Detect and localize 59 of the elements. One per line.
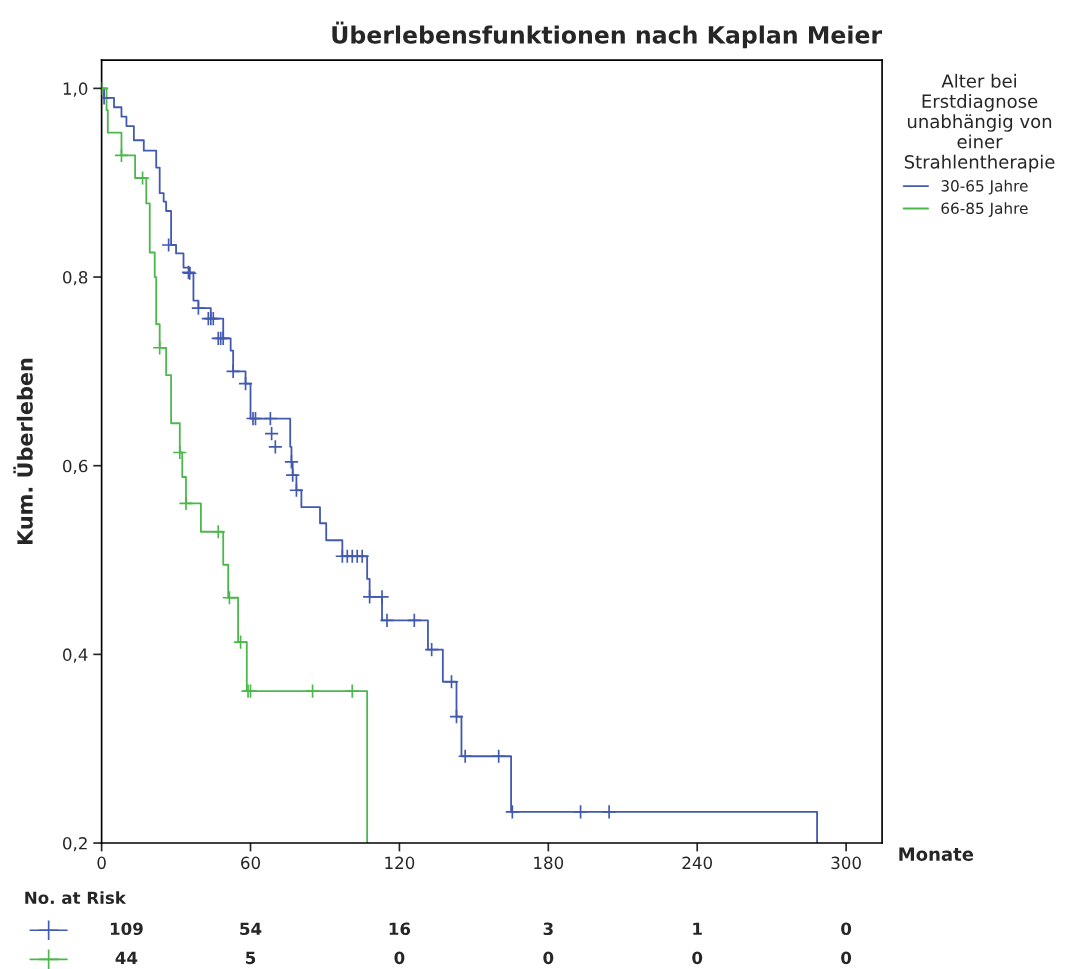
text: 0 [394, 951, 405, 965]
text: 0 [692, 951, 703, 965]
x-tick-label: 0 [97, 856, 106, 870]
legend-label: 30-65 Jahre [941, 179, 1028, 195]
x-axis-title: Monate [899, 847, 974, 861]
text: 3 [543, 922, 553, 936]
point [344, 683, 360, 699]
legend-label: 66-85 Jahre [941, 202, 1028, 217]
point [225, 363, 241, 379]
point [152, 340, 168, 356]
x-tick-label: 120 [385, 856, 415, 870]
point [406, 612, 422, 628]
point [379, 612, 395, 628]
point [491, 748, 507, 764]
text: 44 [115, 951, 138, 964]
x-tick-label: 180 [534, 856, 564, 870]
y-tick-label: 0,4 [63, 648, 88, 663]
y-axis-title: Kum. Überleben [13, 358, 33, 545]
y-tick-label: 0,6 [63, 459, 88, 474]
point [233, 634, 249, 650]
text: 16 [389, 922, 411, 936]
text: 0 [841, 922, 852, 936]
y-tick-label: 0,8 [63, 271, 88, 286]
point [172, 445, 188, 460]
y-tick-label: 0,2 [63, 836, 87, 852]
point [374, 589, 390, 605]
text: 54 [240, 922, 262, 936]
x-tick-label: 60 [241, 856, 261, 870]
point [305, 683, 320, 699]
chart-title: Überlebensfunktionen nach Kaplan Meier [332, 21, 883, 49]
point [424, 642, 440, 658]
y-tick-label: 1,0 [63, 82, 88, 97]
text: 0 [841, 951, 852, 965]
point [449, 709, 464, 725]
point [190, 300, 206, 316]
point [221, 590, 237, 606]
point [161, 237, 177, 253]
point [444, 674, 459, 690]
text: 109 [110, 922, 143, 936]
point [362, 589, 378, 605]
legend-title: Alter bei Erstdiagnose unabhängig von einer Strahlentherapie [904, 73, 1055, 173]
point [238, 376, 253, 392]
point [267, 439, 283, 455]
text: 5 [246, 951, 256, 965]
x-tick-label: 240 [682, 856, 713, 870]
point [262, 411, 278, 426]
text: No. at Risk [25, 891, 127, 905]
text: 1 [693, 922, 702, 935]
text: 0 [543, 951, 554, 965]
point [284, 454, 299, 470]
point [178, 496, 194, 511]
point [264, 426, 280, 442]
point [504, 804, 520, 820]
point [210, 524, 226, 540]
point [573, 804, 588, 820]
point [289, 482, 304, 498]
point [114, 147, 129, 163]
x-tick-label: 300 [831, 856, 861, 870]
point [285, 467, 301, 483]
